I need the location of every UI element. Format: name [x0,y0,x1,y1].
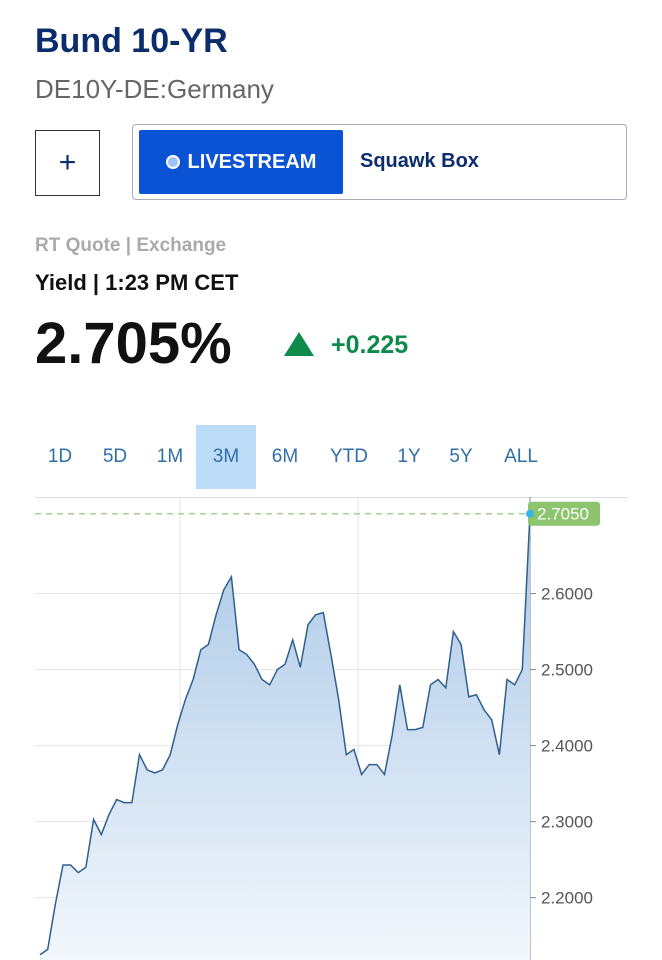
up-arrow [284,332,314,356]
range-tab[interactable]: 1M [156,446,184,467]
line [39,513,531,956]
livestream-button[interactable]: LIVESTREAM [139,130,343,194]
add-button[interactable]: + [35,130,100,196]
y-tick-label: 2.6000 [541,585,593,604]
stream-box [132,124,627,200]
range-tab[interactable]: 3M [196,425,256,489]
range-tab[interactable]: 6M [271,446,299,467]
last-value-dot [526,509,534,518]
quote-symbol: DE10Y-DE:Germany [35,74,274,104]
show-link[interactable]: Squawk Box [360,150,479,172]
range-tab[interactable]: YTD [330,446,368,467]
quote-source: RT Quote | Exchange [35,235,227,256]
quote-label: Yield | 1:23 PM CET [35,270,239,295]
area [40,513,530,960]
last-value-box [528,501,600,526]
y-tick-label: 2.5000 [541,661,593,680]
quote-price: 2.705% [35,311,232,376]
y-tick-label: 2.4000 [541,737,593,756]
range-tab[interactable]: ALL [504,446,538,467]
chart: 2.2000 2.3000 2.4000 2.5000 2.6000 2.7050 [35,497,628,960]
livestream-label: LIVESTREAM [187,150,317,173]
range-tab[interactable]: 1D [47,446,73,467]
y-tick-label: 2.3000 [541,813,593,832]
range-tab[interactable]: 5Y [449,446,473,467]
range-tab[interactable]: 5D [102,446,128,467]
y-tick-label: 2.2000 [541,889,593,908]
live-dot [165,155,180,169]
last-value-label: 2.7050 [537,505,589,524]
quote-change: +0.225 [331,331,409,359]
quote-title: Bund 10-YR [35,22,228,60]
range-tab[interactable]: 1Y [397,446,421,467]
